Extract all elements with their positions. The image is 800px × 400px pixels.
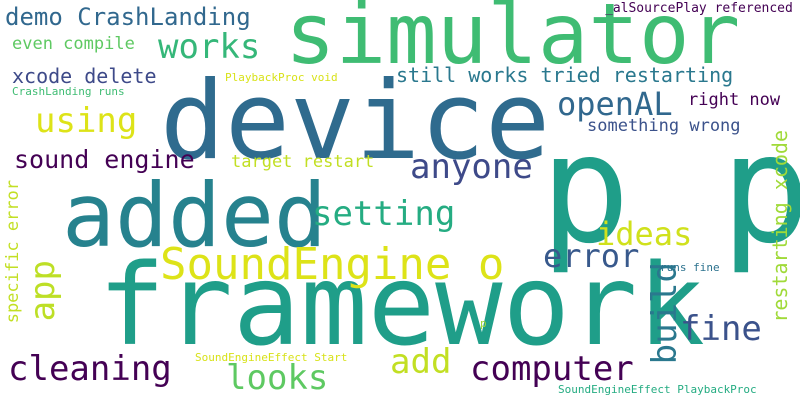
- word-xcode-delete: xcode delete: [12, 64, 157, 88]
- word-still-works: still works tried restarting: [396, 63, 734, 87]
- word-soundengine-o: SoundEngine o: [160, 239, 505, 290]
- word-sound-engine: sound engine: [14, 145, 195, 174]
- word-framework: framework: [98, 241, 705, 371]
- word-restarting-xcode: restarting xcode: [768, 130, 792, 323]
- word-openal: openAL: [557, 85, 673, 123]
- word-ideas: ideas: [596, 215, 693, 253]
- word-using: using: [35, 101, 138, 141]
- word-p-small: p: [480, 317, 487, 330]
- word-right-now: right now: [688, 90, 781, 110]
- word-playbackproc-void: PlaybackProc void: [225, 71, 338, 84]
- word-soundengineeffect-start: SoundEngineEffect Start: [195, 351, 348, 364]
- word-fine: fine: [680, 309, 762, 349]
- word-demo-crashlanding: demo CrashLanding: [5, 3, 251, 31]
- word-crashlanding-runs: CrashLanding runs: [12, 85, 125, 98]
- word-add: add: [390, 342, 452, 382]
- word-anyone: anyone: [410, 147, 533, 187]
- word-device: device: [160, 59, 551, 184]
- word-specific-error: specific error: [3, 180, 23, 324]
- word-p-big: p p: [540, 103, 800, 277]
- word-simulator: simulator: [285, 0, 741, 83]
- word-error: error: [543, 237, 640, 275]
- word-soundengineeffect-playbackproc: SoundEngineEffect PlaybackProc: [558, 383, 757, 396]
- word-computer: computer: [470, 349, 634, 389]
- word-app: app: [23, 260, 63, 322]
- word-added: added: [62, 164, 327, 267]
- word-build: build: [645, 262, 685, 365]
- word-setting: setting: [312, 194, 456, 234]
- word-runs-fine: runs fine: [660, 261, 720, 274]
- word-al-source-play: _alSourcePlay referenced: [605, 1, 793, 16]
- word-target-restart: target restart: [231, 152, 375, 172]
- word-even-compile: even compile: [12, 34, 135, 54]
- word-cleaning: cleaning: [8, 349, 172, 389]
- word-something-wrong: something wrong: [587, 116, 741, 136]
- word-looks: looks: [226, 358, 329, 398]
- word-works: works: [158, 27, 261, 67]
